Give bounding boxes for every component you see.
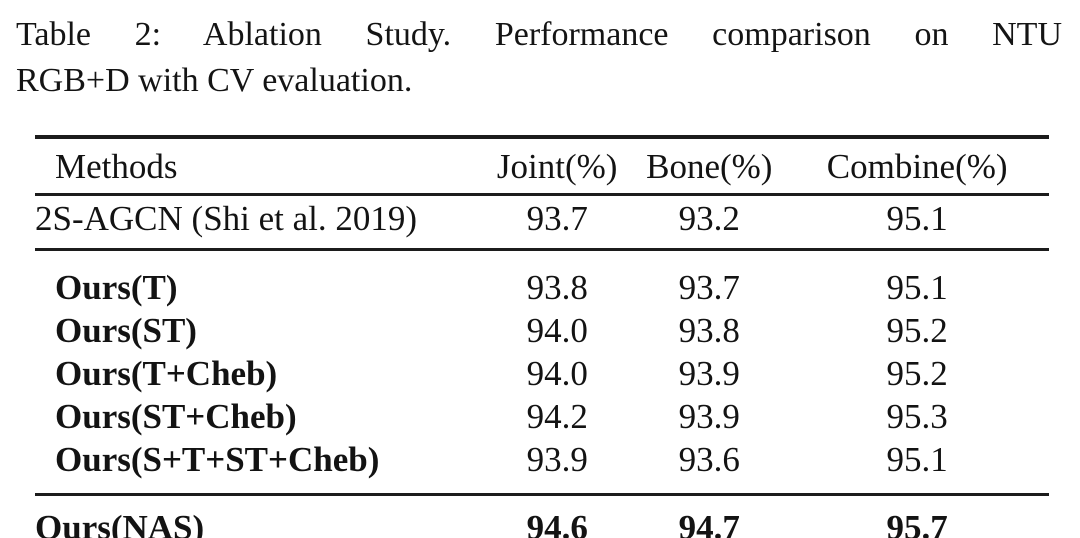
cell-joint: 94.0 (526, 311, 588, 350)
cell-joint: 94.6 (526, 508, 588, 538)
cell-bone: 93.9 (678, 397, 740, 436)
cell-joint: 93.9 (526, 440, 588, 479)
cell-bone: 93.2 (678, 199, 740, 238)
table-caption-line1: Table 2: Ablation Study. Performance com… (16, 16, 1062, 53)
cell-joint: 94.0 (526, 354, 588, 393)
table-row: Ours(T) 93.8 93.7 95.1 (35, 250, 1049, 310)
cell-combine: 95.3 (886, 397, 948, 436)
table-row: Ours(ST) 94.0 93.8 95.2 (35, 309, 1049, 352)
cell-method: Ours(T+Cheb) (55, 354, 278, 393)
cell-bone: 93.9 (678, 354, 740, 393)
baseline-group: 2S-AGCN (Shi et al. 2019) 93.7 93.2 95.1 (35, 195, 1049, 250)
cell-bone: 94.7 (678, 508, 740, 538)
cell-combine: 95.1 (886, 268, 948, 307)
cell-combine: 95.7 (886, 508, 948, 538)
column-header-joint: Joint(%) (496, 147, 618, 186)
cell-joint: 93.7 (526, 199, 588, 238)
cell-bone: 93.7 (678, 268, 740, 307)
cell-combine: 95.2 (886, 354, 948, 393)
cell-method: Ours(ST+Cheb) (55, 397, 297, 436)
cell-combine: 95.1 (886, 199, 948, 238)
cell-method: Ours(NAS) (35, 508, 205, 538)
table-row: Ours(T+Cheb) 94.0 93.9 95.2 (35, 352, 1049, 395)
cell-joint: 94.2 (526, 397, 588, 436)
cell-bone: 93.8 (678, 311, 740, 350)
cell-method: Ours(T) (55, 268, 178, 307)
ablation-results-table: Methods Joint(%) Bone(%) Combine(%) 2S-A… (35, 135, 1049, 538)
column-header-bone: Bone(%) (646, 147, 773, 186)
table-row: 2S-AGCN (Shi et al. 2019) 93.7 93.2 95.1 (35, 195, 1049, 250)
cell-method: 2S-AGCN (Shi et al. 2019) (35, 199, 418, 238)
final-result-group: Ours(NAS) 94.6 94.7 95.7 (35, 495, 1049, 538)
column-header-combine: Combine(%) (826, 147, 1008, 186)
table-caption-line2: RGB+D with CV evaluation. (16, 62, 413, 99)
ablation-group: Ours(T) 93.8 93.7 95.1 Ours(ST) 94.0 93.… (35, 250, 1049, 495)
table-row: Ours(S+T+ST+Cheb) 93.9 93.6 95.1 (35, 438, 1049, 495)
table-row: Ours(NAS) 94.6 94.7 95.7 (35, 495, 1049, 538)
cell-method: Ours(S+T+ST+Cheb) (55, 440, 380, 479)
table-header: Methods Joint(%) Bone(%) Combine(%) (35, 137, 1049, 195)
cell-bone: 93.6 (678, 440, 740, 479)
cell-method: Ours(ST) (55, 311, 197, 350)
cell-combine: 95.2 (886, 311, 948, 350)
table-caption: Table 2: Ablation Study. Performance com… (0, 0, 1080, 104)
header-row: Methods Joint(%) Bone(%) Combine(%) (35, 137, 1049, 195)
column-header-methods: Methods (55, 147, 178, 186)
cell-combine: 95.1 (886, 440, 948, 479)
cell-joint: 93.8 (526, 268, 588, 307)
table-row: Ours(ST+Cheb) 94.2 93.9 95.3 (35, 395, 1049, 438)
